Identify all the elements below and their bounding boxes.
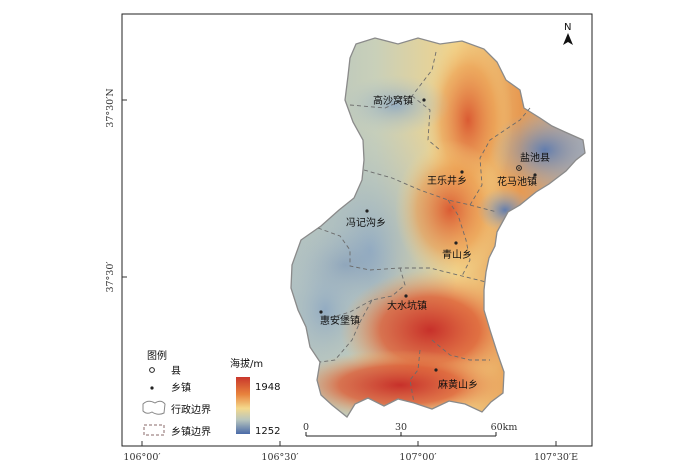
svg-text:37°30′N: 37°30′N [105,88,116,127]
elevation-max: 1948 [255,382,280,393]
svg-text:106°00′: 106°00′ [123,452,160,463]
town-marker [454,241,458,245]
admin-boundary-legend-icon [142,400,166,415]
legend-town: 乡镇 [171,381,191,394]
township-boundaries [317,51,531,404]
svg-text:106°30′: 106°30′ [261,452,298,463]
elevation-legend-title: 海拔/m [230,357,263,370]
svg-text:37°30′: 37°30′ [105,261,116,292]
svg-text:60km: 60km [491,422,518,433]
place-label-huianbao: 惠安堡镇 [320,314,360,327]
legend-county: 县 [171,365,181,377]
place-label-yanchi: 盐池县 [520,151,550,164]
graticule-ticks [122,99,557,446]
county-marker [516,165,522,171]
svg-text:107°00′: 107°00′ [399,452,436,463]
place-markers: 高沙窝镇 盐池县 王乐井乡 花马池镇 冯记沟乡 青山乡 大水坑镇 惠安堡镇 麻黄… [319,94,550,391]
coordinate-labels: 37°30′N 37°30′ 106°00′ 106°30′ 107°00′ 1… [105,88,578,463]
town-marker [365,209,369,213]
town-marker [422,98,426,102]
town-marker [319,310,323,314]
place-label-huamachi: 花马池镇 [497,175,537,188]
town-marker [460,170,464,174]
scale-bar: 0 30 60km [303,422,518,437]
legend-admin-boundary: 行政边界 [171,403,211,416]
elevation-colorbar [236,377,250,434]
town-marker [434,368,438,372]
town-boundary-legend-icon [143,424,165,436]
place-label-gaoshawo: 高沙窝镇 [373,94,413,107]
svg-text:N: N [564,22,571,33]
place-label-wanglejing: 王乐井乡 [427,174,467,187]
county-legend-icon [149,367,155,373]
place-label-fengjigou: 冯记沟乡 [346,216,386,229]
elevation-min: 1252 [255,426,280,437]
place-label-mahuangshan: 麻黄山乡 [438,378,478,391]
map-legend: 图例 县 乡镇 行政边界 乡镇边界 海拔/m 1948 1252 [142,349,280,438]
legend-town-boundary: 乡镇边界 [171,425,211,438]
svg-text:30: 30 [395,422,407,433]
place-label-dashuikeng: 大水坑镇 [387,299,427,312]
legend-title: 图例 [147,349,167,362]
svg-text:0: 0 [303,422,309,433]
place-label-qingshan: 青山乡 [442,248,472,261]
town-marker [404,294,408,298]
svg-text:107°30′E: 107°30′E [534,452,578,463]
town-legend-icon [150,386,154,390]
town-marker [533,173,537,177]
north-arrow-icon: N [563,22,573,45]
